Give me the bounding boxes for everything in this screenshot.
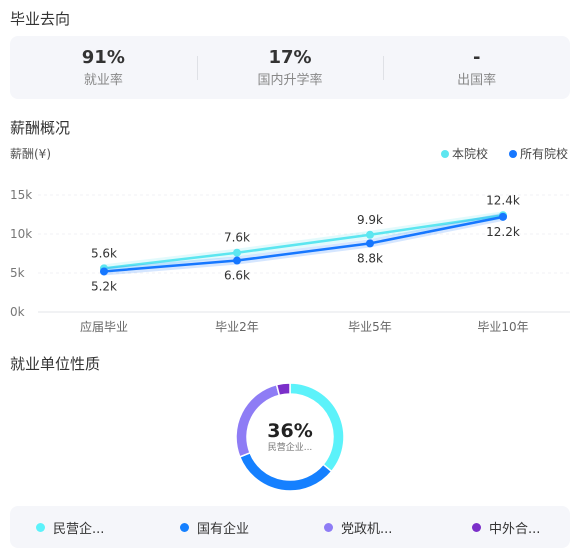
x-tick-label: 应届毕业	[80, 319, 128, 334]
data-label: 12.2k	[486, 225, 520, 239]
stat-label: 就业率	[83, 73, 123, 88]
legend-label: 所有院校	[520, 147, 569, 161]
donut-center: 36% 民营企业...	[239, 420, 341, 454]
data-label: 8.8k	[357, 251, 383, 265]
data-label: 5.2k	[91, 279, 117, 293]
data-label: 7.6k	[224, 231, 250, 245]
stat-value: -	[472, 47, 481, 68]
legend-label: 民营企...	[53, 521, 105, 537]
series-line	[103, 215, 504, 273]
salary-line-chart: 0k 5k 10k 15k 应届毕业 毕业2年 毕业5年 毕业10年 5.6k 7.6k 9.9k 1…	[10, 188, 570, 334]
employer-title: 就业单位性质	[10, 355, 101, 373]
stat-abroad-rate: - 出国率	[383, 36, 570, 99]
data-point	[233, 256, 241, 265]
data-point	[100, 267, 108, 276]
legend-dot-icon	[472, 522, 481, 532]
legend-item-state-owned[interactable]: 国有企业	[180, 506, 249, 548]
data-point	[366, 230, 374, 239]
legend-dot-icon	[509, 149, 517, 158]
data-label: 6.6k	[224, 269, 250, 283]
donut-segment[interactable]	[275, 382, 291, 397]
legend-label: 本院校	[452, 147, 489, 161]
data-label: 12.4k	[486, 193, 520, 207]
stat-further-study-rate: 17% 国内升学率	[196, 36, 384, 99]
y-tick-label: 5k	[10, 266, 25, 280]
data-point	[366, 239, 374, 248]
employer-donut-chart	[235, 382, 345, 492]
legend-dot-icon	[36, 522, 45, 532]
legend-item-government[interactable]: 党政机...	[324, 506, 392, 548]
data-label: 9.9k	[357, 213, 383, 227]
legend-label: 党政机...	[341, 521, 393, 537]
donut-center-label: 民营企业...	[267, 443, 313, 453]
salary-title: 薪酬概况	[10, 119, 71, 137]
legend-item-joint-venture[interactable]: 中外合...	[472, 506, 540, 548]
legend-dot-icon	[441, 149, 449, 158]
stat-value: 91%	[81, 47, 125, 68]
data-label: 5.6k	[91, 246, 117, 260]
y-tick-label: 15k	[10, 188, 32, 202]
stat-label: 出国率	[457, 73, 497, 88]
stat-employment-rate: 91% 就业率	[10, 36, 197, 99]
stat-value: 17%	[268, 47, 312, 68]
legend-item-private[interactable]: 民营企...	[36, 506, 104, 548]
data-point	[499, 212, 507, 221]
chart-y-axis-label: 薪酬(¥)	[10, 147, 51, 161]
data-point	[233, 248, 241, 257]
donut-center-value: 36%	[267, 420, 313, 442]
x-tick-label: 毕业5年	[348, 320, 392, 334]
y-tick-label: 10k	[10, 227, 32, 241]
legend-dot-icon	[180, 522, 189, 532]
legend-label: 国有企业	[197, 521, 250, 537]
y-tick-label: 0k	[10, 305, 25, 319]
x-tick-label: 毕业10年	[477, 320, 528, 334]
destination-title: 毕业去向	[10, 10, 71, 28]
donut-segment[interactable]	[238, 451, 333, 492]
legend-all-schools[interactable]: 所有院校	[509, 145, 568, 162]
series-line	[103, 214, 504, 270]
legend-label: 中外合...	[489, 521, 541, 537]
legend-own-school[interactable]: 本院校	[441, 145, 488, 162]
x-tick-label: 毕业2年	[215, 320, 259, 334]
destination-stats-card: 91% 就业率 17% 国内升学率 - 出国率	[10, 36, 570, 99]
employer-legend: 民营企... 国有企业 党政机... 中外合...	[10, 506, 570, 548]
legend-dot-icon	[324, 522, 333, 532]
stat-label: 国内升学率	[257, 73, 323, 88]
